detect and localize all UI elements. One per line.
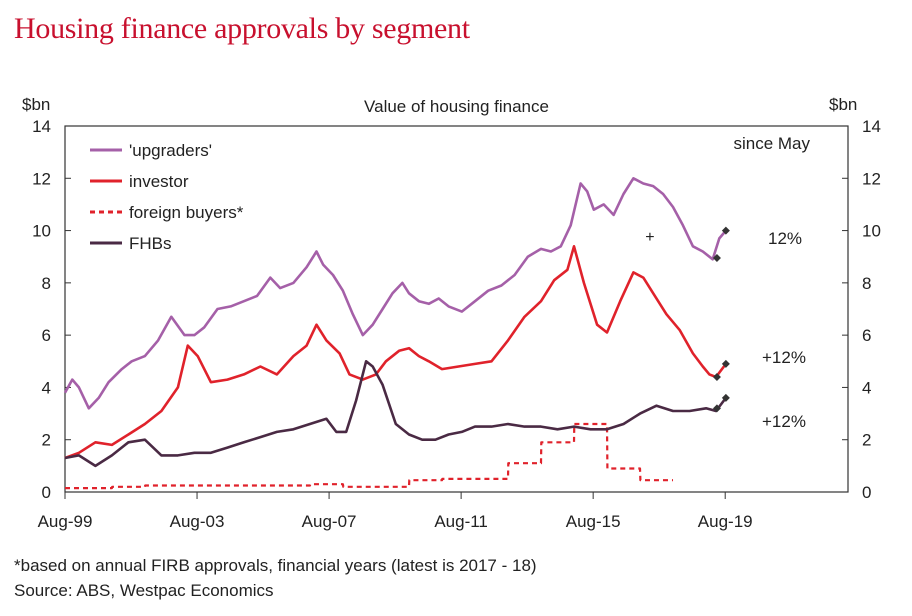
y-tick-label-left: 12: [32, 169, 51, 188]
x-tick-label: Aug-03: [170, 512, 225, 531]
x-tick-label: Aug-07: [302, 512, 357, 531]
annotation-fhb: +12%: [762, 412, 806, 431]
series-line-foreign: [65, 422, 673, 490]
y-tick-label-right: 6: [862, 326, 871, 345]
source-note: Source: ABS, Westpac Economics: [14, 581, 274, 600]
x-tick-label: Aug-19: [698, 512, 753, 531]
y-tick-label-left: 6: [42, 326, 51, 345]
footnote: *based on annual FIRB approvals, financi…: [14, 556, 537, 575]
annotation-header: since May: [733, 134, 810, 153]
legend-label-upgraders: 'upgraders': [129, 141, 212, 160]
y-axis-left-unit: $bn: [22, 95, 50, 114]
y-tick-label-left: 8: [42, 274, 51, 293]
x-tick-label: Aug-11: [434, 512, 488, 531]
y-tick-label-left: 4: [42, 378, 51, 397]
y-tick-label-right: 4: [862, 378, 871, 397]
plus-marker: +: [645, 229, 654, 246]
annotations: since May 12% +12% +12%: [733, 134, 810, 431]
may-marker-upgraders: [712, 254, 721, 263]
latest-marker-fhb: [721, 393, 730, 402]
y-tick-label-right: 0: [862, 483, 871, 502]
x-tick-label: Aug-99: [38, 512, 93, 531]
legend-label-foreign: foreign buyers*: [129, 203, 244, 222]
axes: Value of housing finance $bn $bn 0 0 2 2 4 4 6 6 8 8…: [22, 95, 881, 531]
legend-label-investor: investor: [129, 172, 189, 191]
y-tick-label-right: 14: [862, 117, 881, 136]
may-marker-fhb: [712, 404, 721, 413]
series-line-fhb: [64, 360, 727, 468]
y-tick-label-left: 10: [32, 222, 51, 241]
series-line-investor: [64, 245, 727, 460]
latest-marker-upgraders: [721, 226, 730, 235]
y-tick-label-right: 8: [862, 274, 871, 293]
y-tick-label-right: 10: [862, 222, 881, 241]
chart-title: Housing finance approvals by segment: [14, 12, 470, 45]
annotation-upgraders: 12%: [768, 229, 802, 248]
chart: Value of housing finance $bn $bn 0 0 2 2 4 4 6 6 8 8…: [22, 95, 881, 531]
series-layer: +: [63, 177, 730, 490]
series-line-upgraders: [63, 177, 727, 410]
annotation-investor: +12%: [762, 348, 806, 367]
latest-marker-investor: [721, 359, 730, 368]
may-marker-investor: [712, 372, 721, 381]
y-tick-label-right: 2: [862, 431, 871, 450]
y-axis-right-unit: $bn: [829, 95, 857, 114]
y-tick-label-left: 2: [42, 431, 51, 450]
legend: 'upgraders' investor foreign buyers* FHBs: [90, 141, 244, 253]
y-tick-label-left: 0: [42, 483, 51, 502]
plot-frame: [64, 125, 849, 493]
y-tick-label-left: 14: [32, 117, 51, 136]
legend-label-fhb: FHBs: [129, 234, 172, 253]
x-tick-label: Aug-15: [566, 512, 621, 531]
chart-subtitle: Value of housing finance: [364, 97, 549, 116]
y-tick-label-right: 12: [862, 169, 881, 188]
